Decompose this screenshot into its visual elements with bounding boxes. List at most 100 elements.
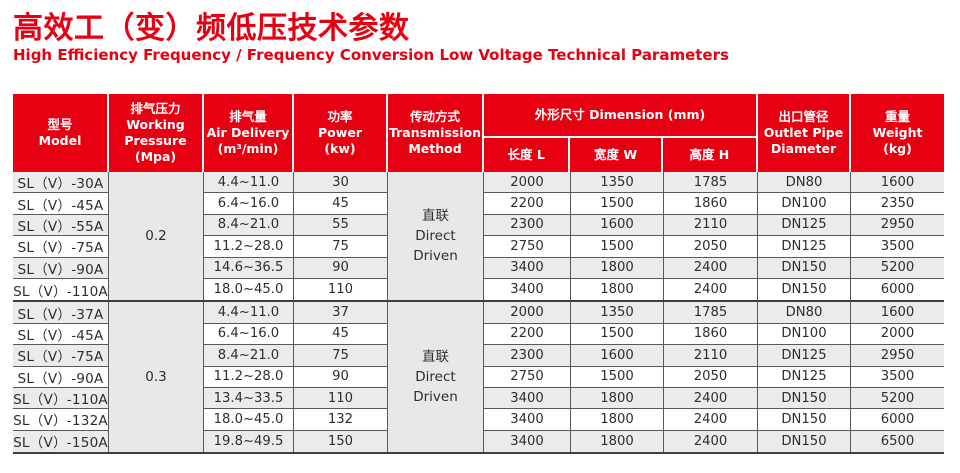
length-cell: 3400 xyxy=(484,278,570,301)
width-cell: 1800 xyxy=(571,409,663,431)
width-cell: 1500 xyxy=(571,193,663,215)
power-cell: 110 xyxy=(294,387,387,410)
column-power: 30 45 55 75 90 110 xyxy=(294,172,388,301)
model-cell: SL（V）-45A xyxy=(13,193,108,215)
column-transmission: 直联 Direct Driven xyxy=(388,302,484,453)
model-cell: SL（V）-150A xyxy=(13,430,108,453)
model-cell: SL（V）-110A xyxy=(13,387,108,410)
header-group-dimension: 外形尺寸 Dimension (mm) 长度 L 宽度 W 高度 H xyxy=(484,94,758,172)
model-cell: SL（V）-55A xyxy=(13,214,108,237)
working-pressure-merged-cell: 0.2 xyxy=(109,172,203,301)
weight-cell: 6000 xyxy=(851,409,944,431)
power-cell: 45 xyxy=(294,323,387,346)
power-cell: 150 xyxy=(294,430,387,453)
column-width: 1350 1500 1600 1500 1800 1800 1800 xyxy=(571,302,664,453)
width-cell: 1600 xyxy=(571,214,663,237)
height-cell: 2050 xyxy=(664,236,757,258)
length-cell: 3400 xyxy=(484,387,570,410)
header-cell-outlet-pipe: 出口管径 Outlet Pipe Diameter xyxy=(758,94,851,172)
column-length: 2000 2200 2300 2750 3400 3400 xyxy=(484,172,571,301)
length-cell: 3400 xyxy=(484,409,570,431)
pressure-group-0-2: SL（V）-30A SL（V）-45A SL（V）-55A SL（V）-75A … xyxy=(13,172,944,303)
header-cell-dimension: 外形尺寸 Dimension (mm) xyxy=(484,94,756,138)
height-cell: 1860 xyxy=(664,323,757,346)
working-pressure-merged-cell: 0.3 xyxy=(109,302,203,453)
height-cell: 1860 xyxy=(664,193,757,215)
dimension-sub-header: 长度 L 宽度 W 高度 H xyxy=(484,138,756,172)
power-cell: 90 xyxy=(294,366,387,388)
length-cell: 2300 xyxy=(484,214,570,237)
length-cell: 3400 xyxy=(484,430,570,453)
width-cell: 1500 xyxy=(571,366,663,388)
air-delivery-cell: 18.0~45.0 xyxy=(204,409,293,431)
length-cell: 2750 xyxy=(484,236,570,258)
outlet-pipe-cell: DN150 xyxy=(758,409,850,431)
header-cell-width: 宽度 W xyxy=(570,138,663,172)
header-cell-power: 功率 Power (kw) xyxy=(294,94,388,172)
width-cell: 1800 xyxy=(571,430,663,453)
air-delivery-cell: 13.4~33.5 xyxy=(204,387,293,410)
model-cell: SL（V）-110A xyxy=(13,278,108,301)
outlet-pipe-cell: DN80 xyxy=(758,302,850,324)
outlet-pipe-cell: DN150 xyxy=(758,430,850,453)
weight-cell: 2950 xyxy=(851,214,944,237)
width-cell: 1600 xyxy=(571,345,663,367)
outlet-pipe-cell: DN150 xyxy=(758,387,850,410)
width-cell: 1500 xyxy=(571,236,663,258)
weight-cell: 5200 xyxy=(851,387,944,410)
model-cell: SL（V）-90A xyxy=(13,257,108,279)
outlet-pipe-cell: DN80 xyxy=(758,172,850,194)
air-delivery-cell: 4.4~11.0 xyxy=(204,302,293,324)
outlet-pipe-cell: DN100 xyxy=(758,323,850,346)
column-weight: 1600 2350 2950 3500 5200 6000 xyxy=(851,172,944,301)
air-delivery-cell: 4.4~11.0 xyxy=(204,172,293,194)
column-length: 2000 2200 2300 2750 3400 3400 3400 xyxy=(484,302,571,453)
page-subtitle: High Efficiency Frequency / Frequency Co… xyxy=(13,46,729,64)
header-cell-length: 长度 L xyxy=(484,138,571,172)
air-delivery-cell: 18.0~45.0 xyxy=(204,278,293,301)
column-outlet-pipe: DN80 DN100 DN125 DN125 DN150 DN150 DN150 xyxy=(758,302,851,453)
outlet-pipe-cell: DN150 xyxy=(758,278,850,301)
header-cell-air-delivery: 排气量 Air Delivery (m³/min) xyxy=(204,94,294,172)
length-cell: 2000 xyxy=(484,302,570,324)
length-cell: 2750 xyxy=(484,366,570,388)
column-air-delivery: 4.4~11.0 6.4~16.0 8.4~21.0 11.2~28.0 13.… xyxy=(204,302,294,453)
air-delivery-cell: 8.4~21.0 xyxy=(204,345,293,367)
width-cell: 1800 xyxy=(571,278,663,301)
length-cell: 2200 xyxy=(484,193,570,215)
height-cell: 2110 xyxy=(664,214,757,237)
column-transmission: 直联 Direct Driven xyxy=(388,172,484,301)
header-cell-weight: 重量 Weight (kg) xyxy=(851,94,944,172)
weight-cell: 6000 xyxy=(851,278,944,301)
outlet-pipe-cell: DN125 xyxy=(758,236,850,258)
weight-cell: 5200 xyxy=(851,257,944,279)
transmission-merged-cell: 直联 Direct Driven xyxy=(388,302,483,453)
weight-cell: 3500 xyxy=(851,366,944,388)
column-model: SL（V）-30A SL（V）-45A SL（V）-55A SL（V）-75A … xyxy=(13,172,109,301)
model-cell: SL（V）-75A xyxy=(13,236,108,258)
length-cell: 2200 xyxy=(484,323,570,346)
width-cell: 1350 xyxy=(571,172,663,194)
power-cell: 90 xyxy=(294,257,387,279)
model-cell: SL（V）-75A xyxy=(13,345,108,367)
column-air-delivery: 4.4~11.0 6.4~16.0 8.4~21.0 11.2~28.0 14.… xyxy=(204,172,294,301)
power-cell: 110 xyxy=(294,278,387,301)
model-cell: SL（V）-132A xyxy=(13,409,108,431)
weight-cell: 2950 xyxy=(851,345,944,367)
length-cell: 2000 xyxy=(484,172,570,194)
page-title: 高效工（变）频低压技术参数 xyxy=(13,11,410,46)
power-cell: 132 xyxy=(294,409,387,431)
weight-cell: 1600 xyxy=(851,302,944,324)
air-delivery-cell: 6.4~16.0 xyxy=(204,193,293,215)
height-cell: 2400 xyxy=(664,278,757,301)
table-header: 型号 Model 排气压力 Working Pressure (Mpa) 排气量… xyxy=(13,94,944,172)
header-cell-working-pressure: 排气压力 Working Pressure (Mpa) xyxy=(109,94,204,172)
power-cell: 55 xyxy=(294,214,387,237)
weight-cell: 6500 xyxy=(851,430,944,453)
height-cell: 2400 xyxy=(664,257,757,279)
outlet-pipe-cell: DN125 xyxy=(758,345,850,367)
model-cell: SL（V）-30A xyxy=(13,172,108,194)
width-cell: 1800 xyxy=(571,387,663,410)
outlet-pipe-cell: DN150 xyxy=(758,257,850,279)
